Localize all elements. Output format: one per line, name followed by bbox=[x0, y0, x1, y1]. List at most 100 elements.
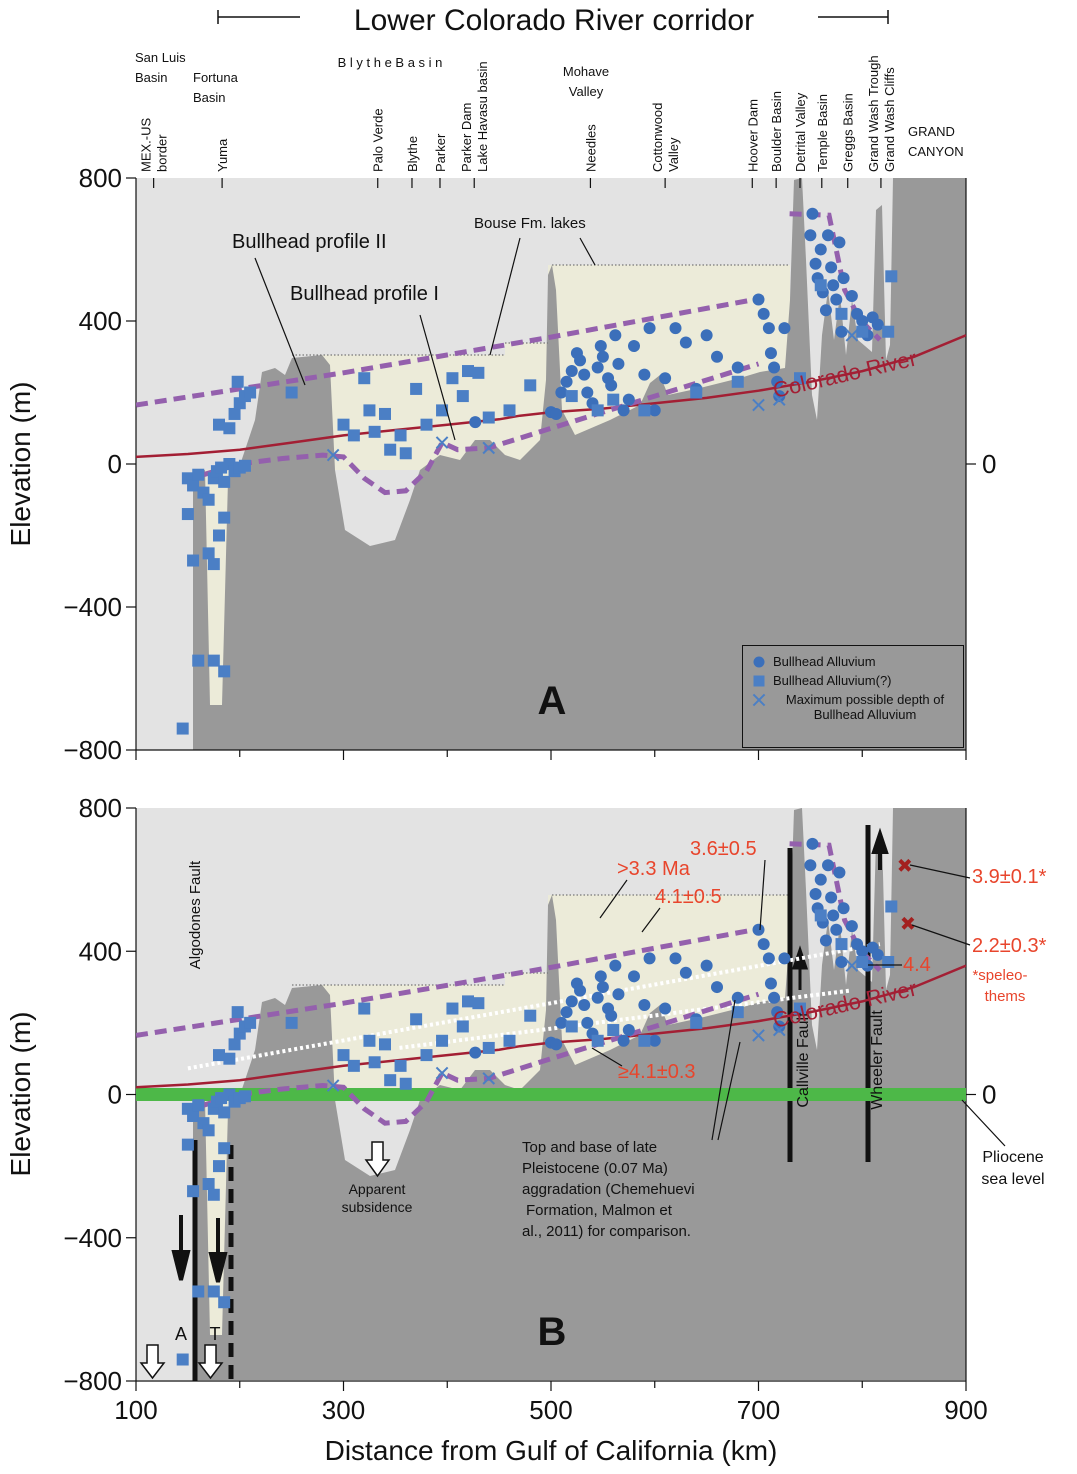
point bbox=[835, 938, 848, 951]
legend-marker-box bbox=[752, 693, 766, 707]
x-tick-label: 700 bbox=[737, 1395, 780, 1425]
point bbox=[202, 493, 215, 506]
fault-label: Algodones Fault bbox=[187, 860, 204, 969]
location-label: Grand Wash Trough bbox=[866, 55, 881, 172]
point bbox=[358, 372, 371, 385]
point bbox=[690, 1016, 703, 1029]
point bbox=[472, 997, 485, 1010]
point bbox=[420, 1049, 433, 1062]
point bbox=[794, 1002, 806, 1015]
point bbox=[218, 511, 231, 524]
point bbox=[833, 866, 846, 879]
point bbox=[773, 390, 786, 403]
point bbox=[659, 1002, 672, 1015]
point bbox=[565, 1020, 578, 1033]
point bbox=[347, 1059, 360, 1072]
point bbox=[679, 966, 692, 979]
point bbox=[207, 1285, 220, 1298]
point bbox=[814, 279, 827, 292]
point bbox=[578, 998, 591, 1011]
point bbox=[643, 952, 656, 965]
point bbox=[223, 1052, 236, 1065]
point bbox=[555, 1016, 568, 1029]
point bbox=[228, 407, 241, 420]
legend-marker-box bbox=[753, 656, 765, 668]
age-label: 4.4 bbox=[903, 954, 931, 976]
point bbox=[399, 1077, 412, 1090]
location-label: Needles bbox=[583, 124, 598, 172]
point bbox=[285, 386, 298, 399]
point bbox=[326, 448, 340, 462]
point bbox=[192, 654, 205, 667]
point bbox=[435, 436, 449, 449]
note: Apparent bbox=[349, 1181, 406, 1197]
point bbox=[772, 393, 786, 406]
age-label: >3.3 Ma bbox=[617, 858, 691, 880]
point bbox=[827, 279, 840, 292]
point bbox=[244, 386, 257, 399]
point bbox=[628, 340, 640, 353]
point bbox=[609, 959, 622, 972]
point bbox=[578, 368, 591, 381]
point bbox=[622, 393, 635, 406]
point bbox=[669, 322, 682, 335]
profile-line bbox=[202, 361, 760, 496]
point bbox=[192, 1099, 205, 1112]
point bbox=[560, 375, 573, 388]
point bbox=[436, 404, 449, 417]
point bbox=[456, 390, 469, 403]
point bbox=[472, 366, 485, 379]
point bbox=[379, 1038, 391, 1051]
age-label: 3.6±0.5 bbox=[690, 838, 757, 860]
location-label: Hoover Dam bbox=[745, 99, 760, 172]
point bbox=[612, 988, 625, 1001]
point bbox=[830, 293, 843, 306]
age-label: ≥4.1±0.3 bbox=[618, 1061, 696, 1083]
note: al., 2011) for comparison. bbox=[522, 1223, 691, 1240]
point bbox=[594, 340, 607, 353]
point bbox=[524, 379, 537, 392]
point bbox=[394, 1059, 407, 1072]
profile-line bbox=[202, 991, 760, 1126]
point bbox=[596, 350, 609, 363]
point bbox=[482, 411, 495, 424]
point bbox=[814, 873, 827, 886]
point bbox=[326, 1079, 340, 1092]
point bbox=[752, 293, 765, 306]
point bbox=[819, 934, 832, 947]
point bbox=[231, 1006, 244, 1019]
location-label: MEX.-US bbox=[139, 118, 154, 173]
point bbox=[768, 991, 781, 1004]
legend-marker-box bbox=[753, 675, 765, 687]
point bbox=[565, 390, 578, 403]
point bbox=[638, 1034, 651, 1047]
point bbox=[648, 404, 661, 417]
legend-label: Maximum possible depth of Bullhead Alluv… bbox=[785, 692, 945, 722]
point bbox=[638, 404, 651, 417]
chart-title: Lower Colorado River corridor bbox=[354, 4, 754, 37]
location-label: Temple Basin bbox=[815, 94, 830, 172]
point bbox=[612, 357, 625, 370]
point bbox=[550, 1038, 563, 1051]
y-tick-label: −400 bbox=[63, 592, 122, 622]
panel-label: B bbox=[538, 1310, 567, 1354]
point bbox=[825, 261, 838, 274]
region-label: Valley bbox=[569, 84, 604, 99]
location-label: Boulder Basin bbox=[769, 91, 784, 172]
point bbox=[363, 1034, 376, 1047]
y-tick-label: 800 bbox=[79, 163, 122, 193]
point bbox=[711, 350, 723, 363]
sea-level-label: Pliocene bbox=[982, 1149, 1043, 1166]
speleothem bbox=[901, 916, 915, 930]
point bbox=[337, 418, 350, 431]
point bbox=[181, 508, 194, 521]
point bbox=[555, 386, 568, 399]
fault-label: Callville Fault bbox=[795, 1012, 812, 1108]
point bbox=[833, 236, 846, 249]
point bbox=[482, 1072, 496, 1085]
point bbox=[659, 372, 672, 385]
note: aggradation (Chemehuevi bbox=[522, 1181, 695, 1198]
region-label: GRAND bbox=[908, 124, 955, 139]
y-axis-title: Elevation (m) bbox=[5, 1012, 36, 1177]
